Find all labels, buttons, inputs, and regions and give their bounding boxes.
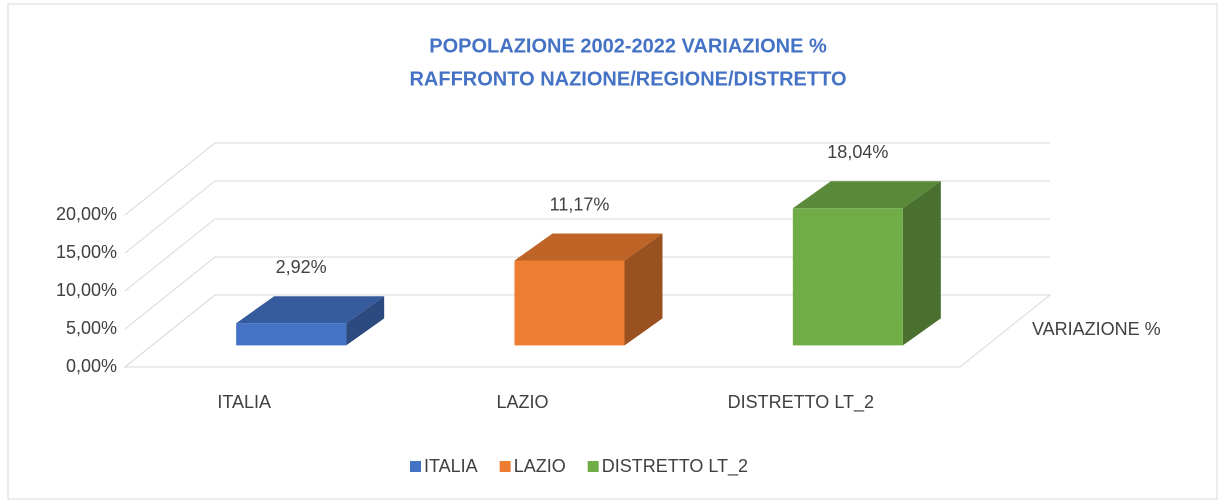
- y-tick-label: 20,00%: [56, 204, 117, 224]
- y-tick-label: 15,00%: [56, 242, 117, 262]
- bar-top: [792, 181, 941, 209]
- grid-line: [124, 294, 1050, 368]
- legend-label: LAZIO: [514, 456, 566, 476]
- bar-front: [792, 208, 903, 346]
- legend-swatch: [587, 461, 599, 472]
- data-label: 2,92%: [276, 257, 327, 277]
- chart-title: POPOLAZIONE 2002-2022 VARIAZIONE %: [429, 35, 827, 57]
- bar-front: [236, 323, 347, 346]
- legend-swatch: [410, 461, 421, 472]
- data-label: 18,04%: [827, 142, 888, 162]
- x-tick-label: ITALIA: [217, 392, 271, 412]
- bar-side: [624, 233, 663, 346]
- grid-line: [124, 256, 1050, 330]
- grid-line: [124, 180, 1050, 254]
- y-tick-label: 10,00%: [56, 280, 117, 300]
- x-tick-label: DISTRETTO LT_2: [728, 392, 874, 413]
- bar-front: [514, 260, 625, 346]
- y-tick-label: 0,00%: [66, 356, 117, 376]
- chart-title: RAFFRONTO NAZIONE/REGIONE/DISTRETTO: [409, 68, 846, 90]
- grid-line: [124, 218, 1050, 292]
- x-tick-label: LAZIO: [496, 392, 548, 412]
- legend-label: ITALIA: [424, 456, 478, 476]
- bar-top: [236, 296, 385, 324]
- series-axis-label: VARIAZIONE %: [1032, 319, 1161, 339]
- legend-label: DISTRETTO LT_2: [602, 456, 748, 477]
- bar-side: [346, 296, 385, 346]
- bar-top: [514, 233, 663, 261]
- grid-line: [124, 142, 1050, 216]
- bar-side: [902, 181, 941, 346]
- data-label: 11,17%: [550, 194, 610, 214]
- y-tick-label: 5,00%: [66, 318, 117, 338]
- legend-swatch: [499, 461, 511, 472]
